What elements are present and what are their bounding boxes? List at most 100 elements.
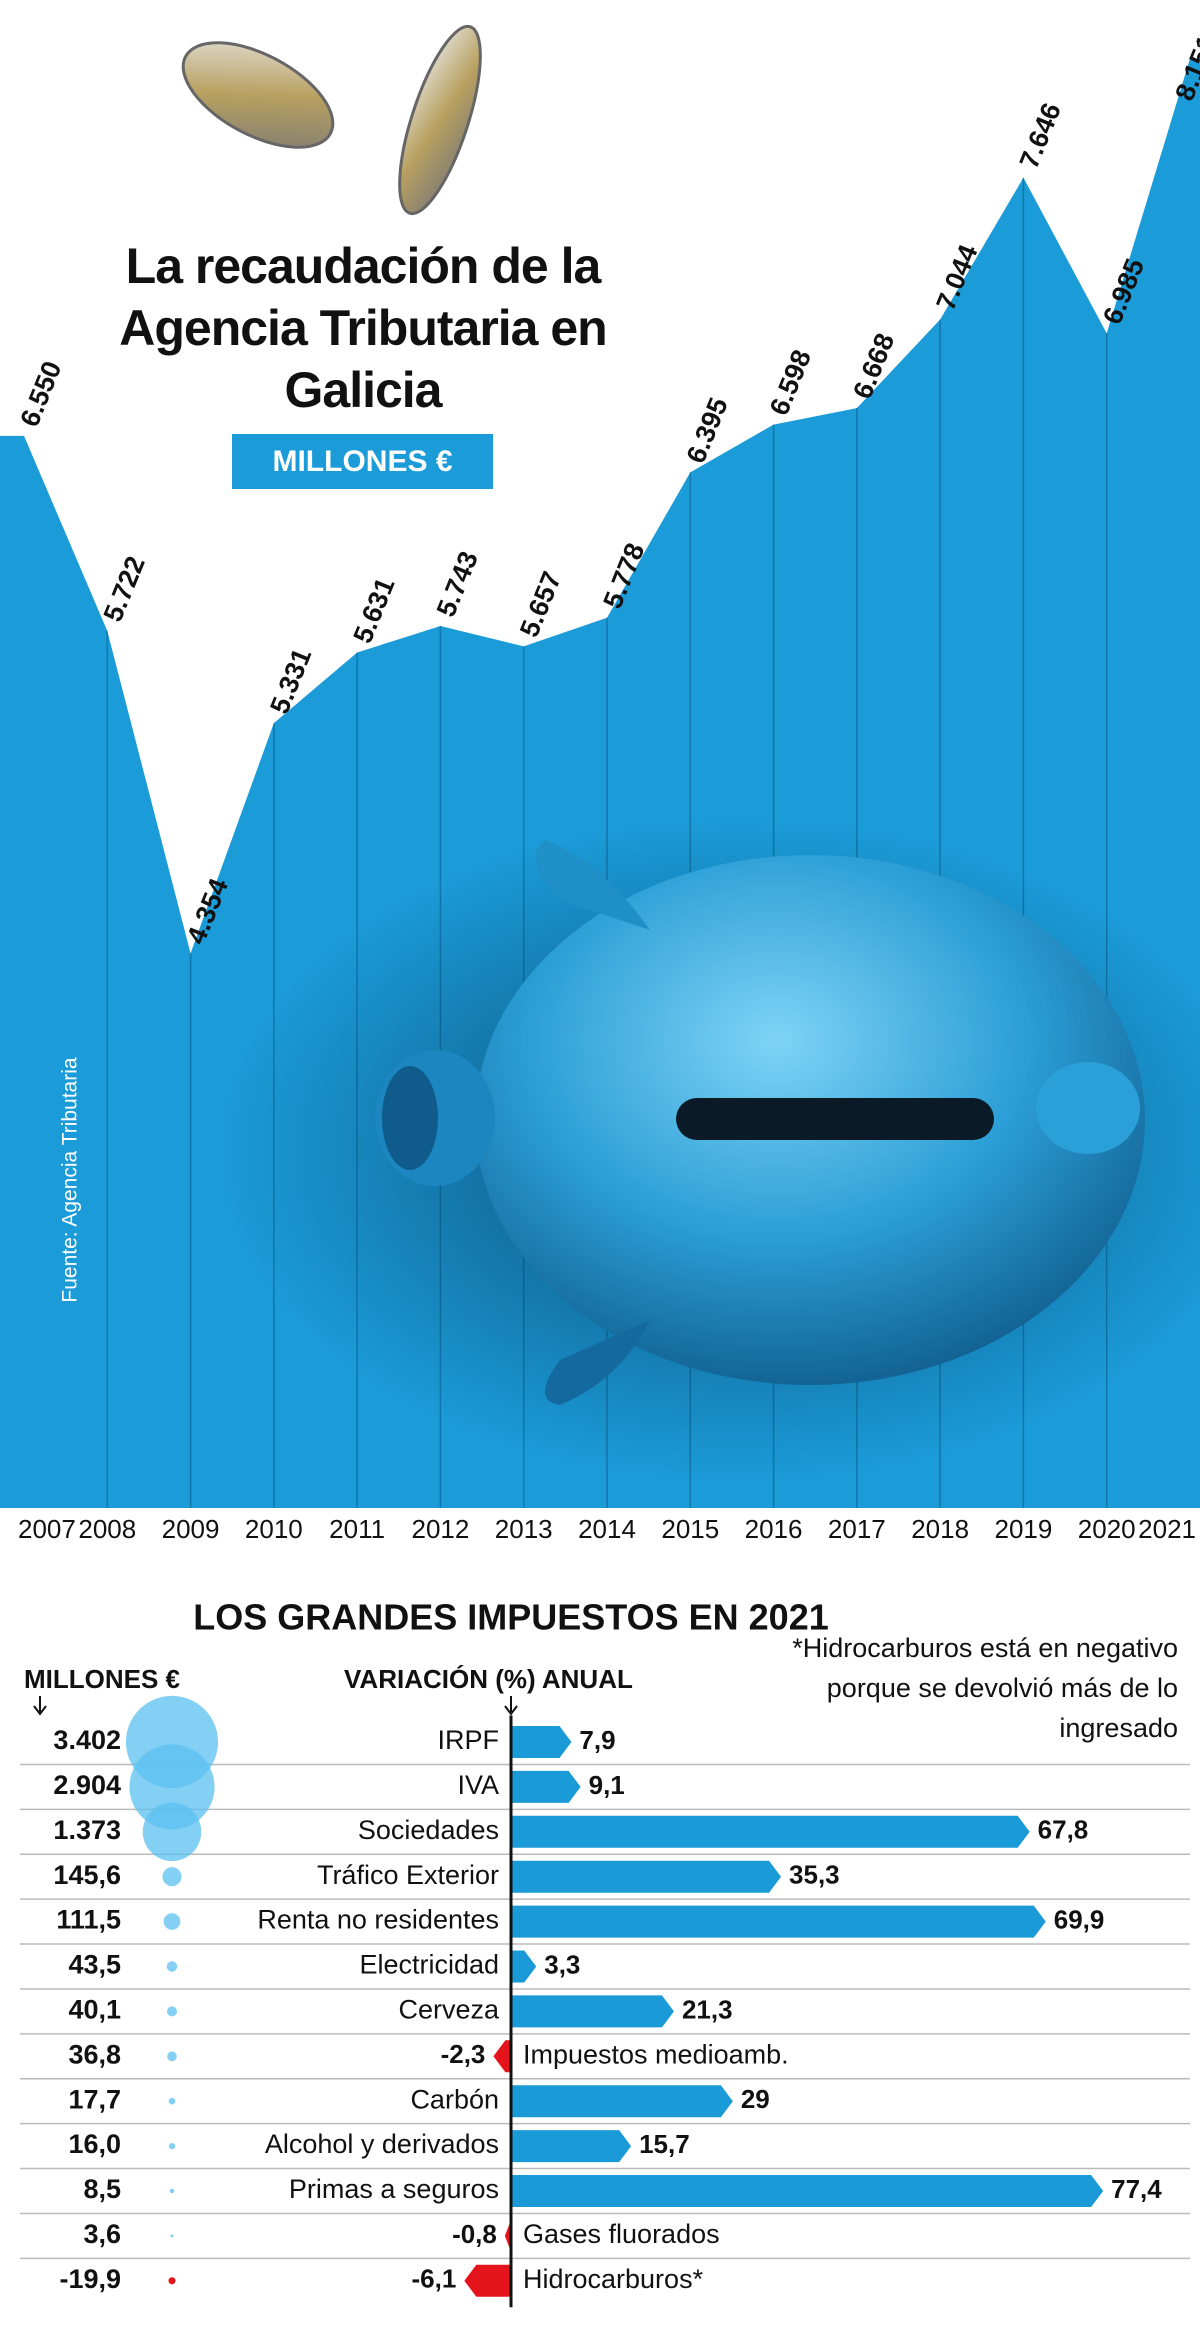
chart-title: La recaudación de la Agencia Tributaria … <box>119 238 607 418</box>
bubble <box>168 2277 176 2285</box>
bubble <box>167 2051 177 2062</box>
piggy-bank-illustration <box>220 820 1200 1480</box>
value-label: 5.657 <box>514 567 567 641</box>
x-tick-label: 2019 <box>995 1514 1053 1544</box>
bubble <box>162 1867 182 1887</box>
millions-label: 40,1 <box>68 1995 121 2025</box>
category-label: IVA <box>457 1770 499 1800</box>
value-label: 5.743 <box>431 547 484 621</box>
bar <box>511 1726 572 1758</box>
category-label: Sociedades <box>358 1815 499 1845</box>
column-header: VARIACIÓN (%) ANUAL <box>344 1664 633 1694</box>
bar <box>511 2085 733 2118</box>
x-tick-label: 2008 <box>78 1514 136 1544</box>
x-tick-label: 2012 <box>412 1514 470 1544</box>
millions-label: 145,6 <box>53 1860 121 1890</box>
bubble <box>168 2097 176 2105</box>
bar <box>511 1905 1046 1938</box>
bar <box>511 1815 1030 1848</box>
value-label: 6.598 <box>764 346 817 420</box>
category-label: Primas a seguros <box>289 2174 499 2204</box>
millions-label: 3,6 <box>83 2219 121 2249</box>
millions-label: 111,5 <box>56 1905 121 1935</box>
x-tick-label: 2018 <box>911 1514 969 1544</box>
bar-value-label: -0,8 <box>452 2219 497 2249</box>
bubble <box>142 1802 202 1862</box>
category-label: Renta no residentes <box>257 1905 499 1935</box>
category-label: Gases fluorados <box>523 2219 720 2249</box>
millions-label: 1.373 <box>53 1815 121 1845</box>
header-arrow <box>504 1696 518 1716</box>
header-arrow <box>33 1696 47 1716</box>
value-label: 6.550 <box>14 357 67 431</box>
x-tick-label: 2007 <box>18 1514 76 1544</box>
source: Fuente: Agencia Tributaria <box>59 1057 82 1302</box>
bubble <box>163 1913 181 1930</box>
bar-value-label: -6,1 <box>412 2264 457 2294</box>
category-label: Impuestos medioamb. <box>523 2039 789 2069</box>
footnote: *Hidrocarburos está en negativo porque s… <box>792 1633 1178 1743</box>
category-label: Tráfico Exterior <box>317 1860 499 1890</box>
x-tick-label: 2016 <box>745 1514 803 1544</box>
bar <box>464 2264 511 2297</box>
value-label: 5.631 <box>347 573 400 647</box>
bar-value-label: 77,4 <box>1111 2174 1162 2204</box>
bar <box>511 2175 1104 2207</box>
category-label: IRPF <box>437 1725 499 1755</box>
tax-rows: 3.402 7,9 IRPF 2.904 9,1 IVA 1.373 67,8 Sociedad… <box>20 1695 1190 2308</box>
bar-value-label: 21,3 <box>682 1994 733 2024</box>
bubble <box>166 1961 178 1972</box>
bar-value-label: -2,3 <box>441 2039 486 2069</box>
bar-value-label: 15,7 <box>639 2129 690 2159</box>
bar-value-label: 67,8 <box>1038 1815 1089 1845</box>
bar <box>511 1860 782 1893</box>
bar <box>504 2219 511 2252</box>
value-label: 8.151 <box>1169 31 1200 105</box>
value-label: 5.722 <box>98 552 151 626</box>
millions-label: -19,9 <box>59 2264 121 2294</box>
millions-label: 8,5 <box>83 2174 121 2204</box>
millions-label: 2.904 <box>53 1770 121 1800</box>
category-label: Carbón <box>410 2084 499 2114</box>
bar-value-label: 7,9 <box>579 1725 615 1755</box>
category-label: Hidrocarburos* <box>523 2264 704 2294</box>
millions-label: 36,8 <box>68 2039 121 2069</box>
x-tick-label: 2011 <box>329 1514 385 1544</box>
bar-value-label: 69,9 <box>1054 1904 1105 1934</box>
x-tick-label: 2017 <box>828 1514 886 1544</box>
bar <box>511 1950 537 1983</box>
bubble <box>166 2006 178 2017</box>
x-tick-label: 2009 <box>162 1514 220 1544</box>
bar <box>493 2040 511 2073</box>
value-label: 7.646 <box>1014 99 1067 173</box>
millions-label: 3.402 <box>53 1725 121 1755</box>
millions-label: 17,7 <box>68 2084 121 2114</box>
category-label: Alcohol y derivados <box>265 2129 499 2159</box>
category-label: Cerveza <box>398 1995 500 2025</box>
x-tick-label: 2010 <box>245 1514 303 1544</box>
bubble <box>170 2234 174 2238</box>
bubble <box>129 1744 215 1830</box>
bar-value-label: 3,3 <box>544 1949 580 1979</box>
column-header: MILLONES € <box>24 1664 180 1694</box>
x-tick-label: 2021 <box>1138 1514 1196 1544</box>
bar-value-label: 9,1 <box>589 1770 625 1800</box>
bubble <box>169 2188 175 2194</box>
x-tick-label: 2013 <box>495 1514 553 1544</box>
category-label: Electricidad <box>359 1950 499 1980</box>
millions-label: 43,5 <box>68 1950 121 1980</box>
bar <box>511 1770 581 1803</box>
x-tick-label: 2014 <box>578 1514 636 1544</box>
bar <box>511 1995 674 2028</box>
bar-value-label: 29 <box>741 2084 770 2114</box>
section-title: LOS GRANDES IMPUESTOS EN 2021 <box>193 1597 829 1638</box>
coins-illustration <box>181 24 482 216</box>
bubble <box>168 2142 176 2150</box>
millions-label: 16,0 <box>68 2129 121 2159</box>
x-tick-label: 2015 <box>661 1514 719 1544</box>
x-tick-label: 2020 <box>1078 1514 1136 1544</box>
bar-value-label: 35,3 <box>789 1860 840 1890</box>
chart-subtitle: MILLONES € <box>232 434 493 489</box>
